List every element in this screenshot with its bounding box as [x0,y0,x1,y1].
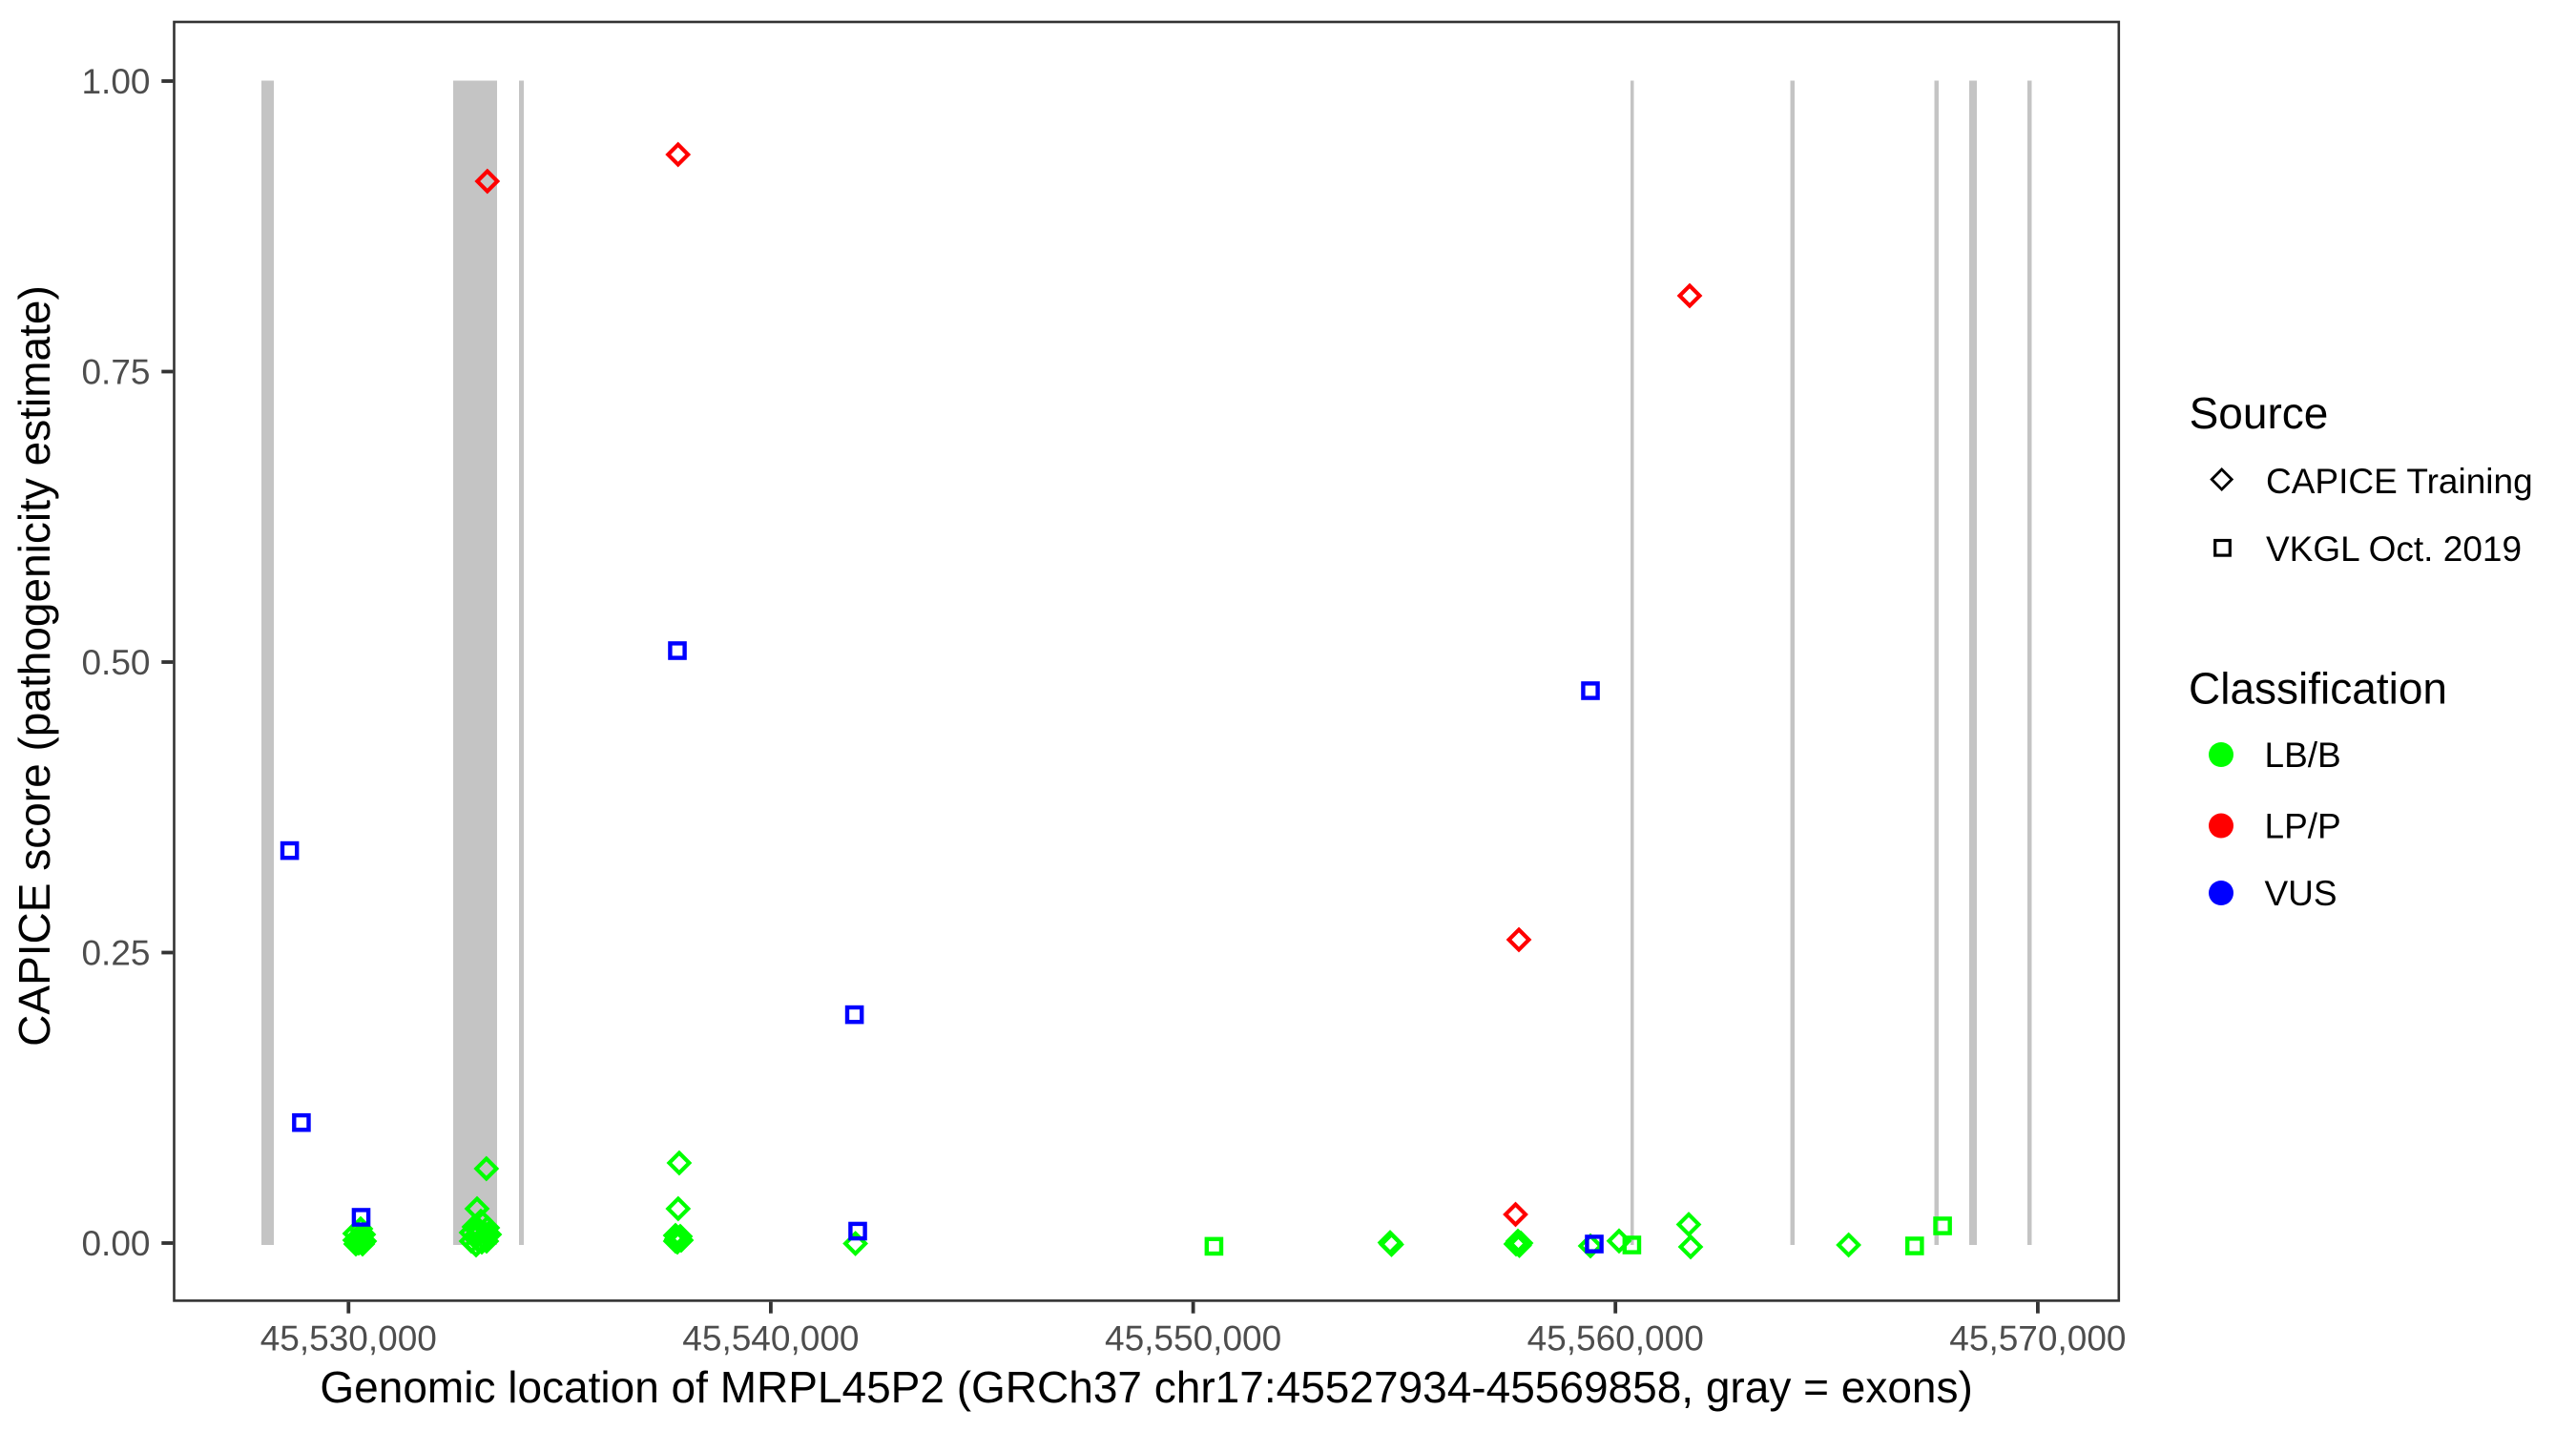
svg-text:45,560,000: 45,560,000 [1527,1318,1704,1358]
svg-text:Source: Source [2190,388,2329,438]
svg-text:LP/P: LP/P [2265,807,2341,846]
svg-text:0.50: 0.50 [81,643,150,682]
svg-text:Classification: Classification [2189,664,2447,714]
svg-text:45,570,000: 45,570,000 [1949,1318,2126,1358]
svg-text:1.00: 1.00 [81,62,150,101]
svg-text:LB/B: LB/B [2265,736,2341,775]
svg-text:VKGL Oct. 2019: VKGL Oct. 2019 [2266,529,2522,569]
svg-text:CAPICE Training: CAPICE Training [2266,462,2533,501]
svg-text:45,530,000: 45,530,000 [260,1318,437,1358]
svg-text:VUS: VUS [2265,874,2337,913]
svg-text:0.75: 0.75 [81,353,150,392]
svg-text:CAPICE score (pathogenicity es: CAPICE score (pathogenicity estimate) [10,285,59,1047]
svg-text:Genomic location of MRPL45P2 (: Genomic location of MRPL45P2 (GRCh37 chr… [320,1362,1972,1412]
svg-text:0.00: 0.00 [81,1224,150,1263]
svg-text:45,540,000: 45,540,000 [682,1318,859,1358]
svg-text:0.25: 0.25 [81,934,150,973]
svg-text:45,550,000: 45,550,000 [1105,1318,1281,1358]
